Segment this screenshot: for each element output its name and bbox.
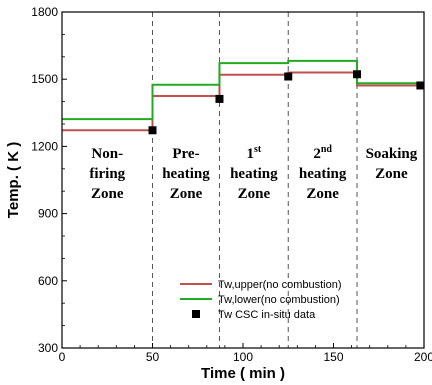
zone-label-4-line-1: Zone — [375, 166, 408, 182]
zone-label-0-line-2: Zone — [91, 186, 124, 202]
zone-label-1-line-1: heating — [162, 166, 210, 182]
axis-ticks: 0 50 100 150 200 300 600 900 1200 1500 1800 — [31, 5, 432, 364]
plot-area — [62, 12, 424, 348]
data-point-3 — [353, 70, 362, 79]
legend: Tw,upper(no combustion) Tw,lower(no combu… — [180, 279, 342, 321]
legend-label-1: Tw,lower(no combustion) — [218, 294, 340, 306]
x-tick-label-1: 50 — [146, 350, 160, 364]
zone-label-2-line-2: Zone — [238, 186, 271, 202]
zone-label-2-line-1: heating — [230, 166, 278, 182]
data-point-1 — [215, 94, 224, 103]
y-tick-label-1: 600 — [38, 274, 58, 288]
data-point-0 — [148, 126, 157, 135]
zone-label-superscript: st — [254, 144, 262, 155]
zone-label-1-line-0: Pre- — [172, 146, 199, 162]
x-tick-label-2: 100 — [233, 350, 253, 364]
y-tick-label-3: 1200 — [31, 139, 58, 153]
legend-label-2: Tw CSC in-situ data — [218, 309, 316, 321]
y-tick-label-0: 300 — [38, 341, 58, 355]
data-point-4 — [416, 81, 425, 90]
legend-marker-2 — [192, 310, 200, 318]
x-tick-label-0: 0 — [59, 350, 66, 364]
y-axis-title: Temp. ( K ) — [5, 142, 22, 218]
zone-label-1-line-2: Zone — [170, 186, 203, 202]
data-point-2 — [284, 72, 293, 81]
y-tick-label-4: 1500 — [31, 72, 58, 86]
zone-label-3-line-2: Zone — [306, 186, 339, 202]
y-tick-label-5: 1800 — [31, 5, 58, 19]
x-tick-label-3: 150 — [323, 350, 343, 364]
zone-label-0-line-1: firing — [89, 166, 125, 182]
legend-label-0: Tw,upper(no combustion) — [218, 279, 342, 291]
zone-label-4-line-0: Soaking — [366, 146, 418, 162]
y-tick-label-2: 900 — [38, 207, 58, 221]
zone-label-0-line-0: Non- — [91, 146, 123, 162]
zone-label-3-line-1: heating — [299, 166, 347, 182]
x-axis-title: Time ( min ) — [201, 365, 285, 382]
x-tick-label-4: 200 — [414, 350, 432, 364]
zone-labels: Non-firingZonePre-heatingZone1stheatingZ… — [89, 144, 417, 202]
series-layer — [62, 59, 425, 135]
zone-label-superscript: nd — [321, 144, 333, 155]
